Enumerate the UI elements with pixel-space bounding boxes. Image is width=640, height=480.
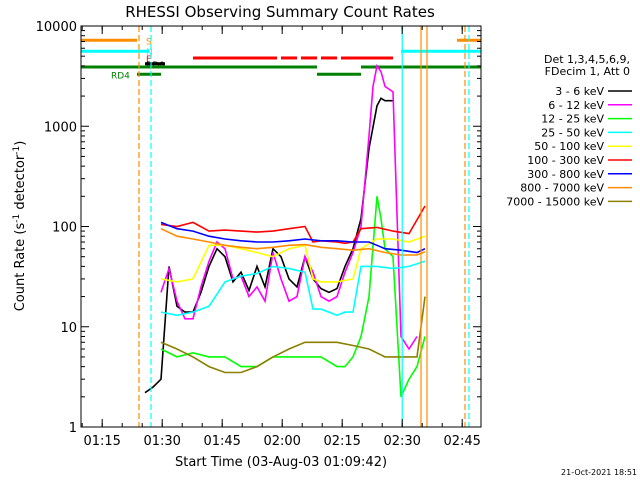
chart-title: RHESSI Observing Summary Count Rates (125, 3, 435, 21)
x-tick-label-3: 02:00 (263, 434, 300, 449)
legend-header-0: Det 1,3,4,5,6,9, (544, 53, 630, 66)
flag-label-n: N (146, 48, 153, 58)
legend-entry-8: 7000 - 15000 keV (506, 195, 604, 208)
series-line-5 (160, 205, 426, 245)
legend-entry-1: 6 - 12 keV (548, 99, 604, 112)
legend-entry-2: 12 - 25 keV (541, 113, 604, 126)
x-axis-label: Start Time (03-Aug-03 01:09:42) (175, 455, 387, 470)
y-tick-label-1: 10 (60, 321, 77, 336)
legend: Det 1,3,4,5,6,9,FDecim 1, Att 0 3 - 6 keV… (506, 53, 632, 208)
flag-label-f: F (146, 55, 151, 65)
x-tick-label-5: 02:30 (383, 434, 420, 449)
y-tick-label-2: 100 (52, 221, 77, 236)
y-tick-label-0: 1 (69, 421, 77, 436)
legend-header-1: FDecim 1, Att 0 (545, 65, 630, 78)
y-tick-label-4: 10000 (36, 20, 77, 35)
series-line-6 (160, 221, 426, 254)
legend-entry-0: 3 - 6 keV (555, 85, 604, 98)
series-line-8 (160, 296, 426, 374)
series-line-1 (160, 63, 418, 351)
series-line-2 (160, 196, 426, 398)
x-tick-label-0: 01:15 (83, 434, 120, 449)
x-tick-label-6: 02:45 (443, 434, 480, 449)
legend-entry-5: 100 - 300 keV (527, 154, 604, 167)
flag-label-rd4: RD4 (111, 71, 130, 81)
series-line-4 (160, 235, 426, 283)
legend-entry-7: 800 - 7000 keV (520, 182, 604, 195)
legend-entry-3: 25 - 50 keV (541, 126, 604, 139)
legend-entry-6: 300 - 800 keV (527, 168, 604, 181)
x-tick-label-2: 01:45 (203, 434, 240, 449)
series-line-3 (160, 260, 426, 317)
flag-label-s: S (146, 37, 152, 47)
y-tick-label-3: 1000 (44, 120, 77, 135)
x-tick-label-4: 02:15 (323, 434, 360, 449)
legend-entry-4: 50 - 100 keV (534, 140, 604, 153)
y-axis-label: Count Rate (s-1 detector-1) (12, 141, 28, 312)
timestamp: 21-Oct-2021 18:51 (561, 468, 637, 477)
x-tick-label-1: 01:30 (143, 434, 180, 449)
series-line-7 (160, 227, 426, 256)
